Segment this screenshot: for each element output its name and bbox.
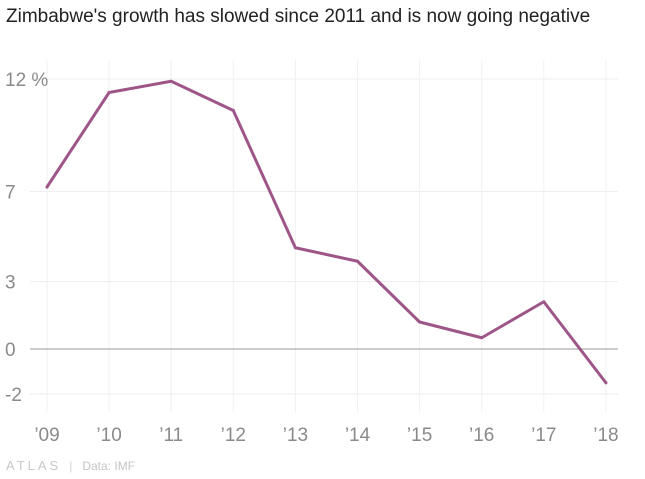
data-point bbox=[169, 79, 173, 83]
x-tick-label: ’11 bbox=[159, 425, 183, 446]
x-tick-label: ’10 bbox=[96, 425, 121, 446]
x-tick-label: ’16 bbox=[469, 425, 494, 446]
data-point bbox=[418, 320, 422, 324]
data-point bbox=[604, 381, 608, 385]
x-tick-label: ’18 bbox=[593, 425, 618, 446]
chart-title: Zimbabwe's growth has slowed since 2011 … bbox=[6, 6, 591, 27]
data-point bbox=[480, 336, 484, 340]
x-tick-label: ’17 bbox=[531, 425, 556, 446]
data-point bbox=[107, 91, 111, 94]
source-label: Data: IMF bbox=[82, 458, 136, 473]
data-point bbox=[45, 185, 49, 189]
data-point bbox=[231, 109, 235, 112]
y-axis-ticks: 12 % 7 3 0 -2 bbox=[5, 70, 48, 406]
x-tick-label: ’14 bbox=[345, 425, 371, 446]
y-tick-label: 3 bbox=[5, 273, 16, 294]
y-tick-label: 7 bbox=[5, 183, 16, 204]
series-line bbox=[45, 79, 608, 385]
y-tick-label: -2 bbox=[5, 385, 22, 406]
data-point bbox=[293, 246, 297, 250]
x-axis-ticks: ’09 ’10 ’11 ’12 ’13 ’14 ’15 ’16 ’17 ’18 bbox=[34, 425, 618, 446]
x-tick-label: ’12 bbox=[221, 425, 246, 446]
y-tick-label: 12 % bbox=[5, 70, 48, 91]
data-point bbox=[356, 259, 359, 263]
x-tick-label: ’15 bbox=[407, 425, 432, 446]
series-layer bbox=[45, 79, 608, 385]
data-point bbox=[542, 300, 546, 304]
y-tick-label: 0 bbox=[5, 340, 16, 361]
x-tick-label: ’09 bbox=[34, 425, 59, 446]
footer-separator: | bbox=[69, 458, 73, 473]
footer: ATLAS | Data: IMF bbox=[6, 458, 135, 473]
x-tick-label: ’13 bbox=[283, 425, 308, 446]
atlas-logo: ATLAS bbox=[6, 458, 62, 473]
grid bbox=[30, 60, 618, 412]
